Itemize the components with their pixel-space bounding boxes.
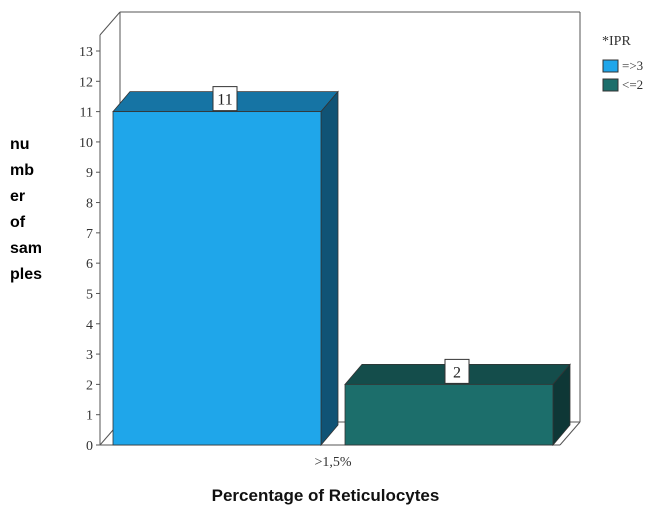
x-tick-label: >1,5% [314,455,351,470]
y-axis-label-line: er [10,188,26,205]
data-labels: 11 2 [212,86,470,384]
legend-swatch-0 [602,59,619,73]
bars [112,90,571,447]
legend-label-0: =>3 [622,58,643,73]
data-label-text: 11 [217,92,232,109]
y-axis-label-line: nu [10,136,30,153]
y-axis-label-line: of [10,214,26,231]
y-axis-label-line: ples [10,266,43,283]
legend: *IPR =>3 <=2 [602,34,643,92]
frame-top-left-diag [99,11,121,36]
y-tick-label: 10 [79,136,93,151]
y-tick-label: 2 [86,378,93,393]
y-tick-label: 5 [86,287,93,302]
bar-0 [112,90,339,447]
data-label-1: 2 [444,358,470,384]
frame-bottom-right-diag [559,421,581,446]
y-tick-label: 13 [79,45,93,60]
y-tick-label: 11 [80,106,93,121]
y-tick-label: 1 [86,409,93,424]
x-axis-label: Percentage of Reticulocytes [211,486,440,505]
legend-label-1: <=2 [622,77,643,92]
y-tick-label: 3 [86,348,93,363]
y-tick-label: 0 [86,439,93,454]
data-label-box [212,86,238,112]
y-axis-label-line: mb [10,162,34,179]
y-axis-label-line: sam [10,240,43,257]
bar-front-face [112,111,322,446]
y-tick-label: 4 [86,318,93,333]
data-label-box [444,358,470,384]
bar-front-face [344,383,554,446]
bar-side-face [320,90,339,447]
y-tick-label: 9 [86,166,93,181]
y-tick-label: 7 [86,227,93,242]
legend-title: *IPR [602,34,631,49]
bar-1 [344,363,571,447]
legend-swatch-1 [602,78,619,92]
data-label-text: 2 [453,364,461,381]
y-tick-label: 8 [86,197,93,212]
y-tick-label: 6 [86,257,93,272]
data-label-0: 11 [212,86,238,112]
y-tick-label: 12 [79,75,93,90]
